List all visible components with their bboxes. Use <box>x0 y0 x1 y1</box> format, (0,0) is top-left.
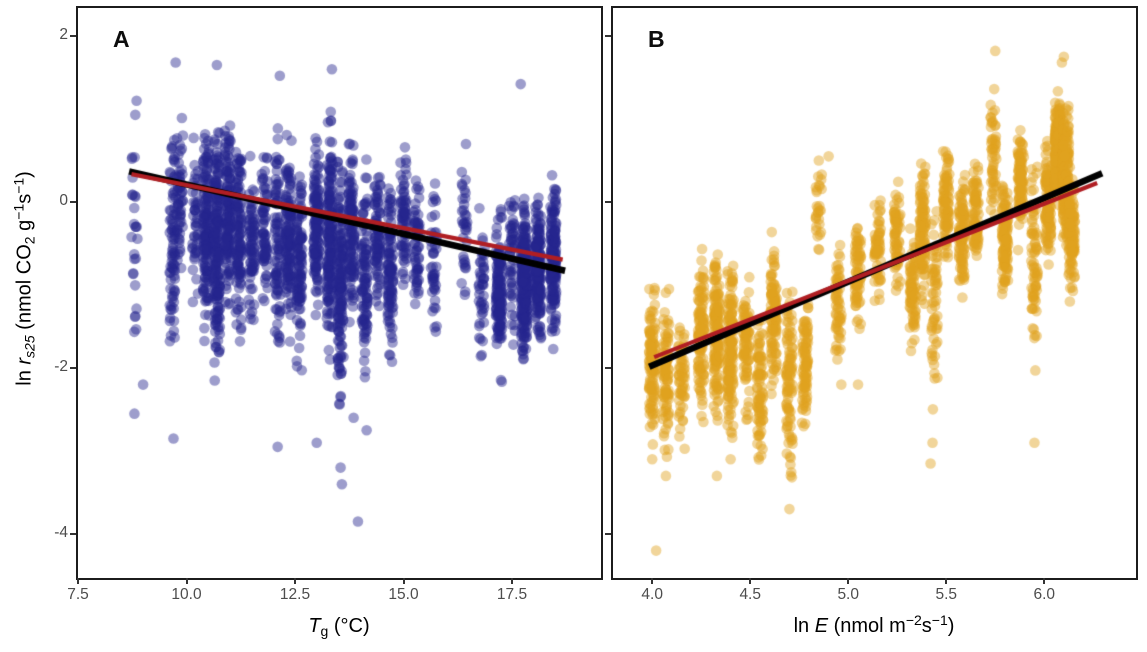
x-title-a-sub: g <box>320 622 329 639</box>
x-title-b-sup2: −1 <box>931 612 948 628</box>
x-axis-title-b: ln E (nmol m−2s−1) <box>794 612 955 639</box>
x-tick-label: 6.0 <box>1033 586 1056 603</box>
y-axis-title: ln rs25 (nmol CO2 g−1s−1) <box>11 0 38 558</box>
panel-b-label: B <box>648 26 665 52</box>
y-tick-label: -4 <box>54 524 68 541</box>
x-tick-label: 7.5 <box>67 586 89 603</box>
y-title-lead: ln <box>13 364 36 386</box>
x-axis-title-a: Tg (°C) <box>308 612 369 639</box>
y-title-sub2: 2 <box>21 236 38 245</box>
x-tick-label: 5.0 <box>837 586 859 603</box>
panel-a-plot-area <box>78 8 601 578</box>
y-tick-label: 0 <box>59 191 68 209</box>
x-title-b-mid: s <box>921 615 932 637</box>
x-title-b-sup1: −2 <box>905 612 922 628</box>
panel-a-label: A <box>113 26 130 52</box>
x-title-b-italic: E <box>814 615 829 637</box>
panel-b-plot-area <box>613 8 1136 578</box>
x-tick-label: 12.5 <box>279 586 311 603</box>
x-tick-label: 10.0 <box>171 586 202 603</box>
y-title-rest: (nmol CO <box>13 244 36 336</box>
y-title-close: ) <box>13 171 36 178</box>
y-title-sup2: −1 <box>10 177 27 194</box>
x-tick-label: 5.5 <box>935 586 958 603</box>
x-tick-label: 4.5 <box>739 586 761 603</box>
x-tick-label: 17.5 <box>496 586 528 603</box>
y-tick-label: 2 <box>59 25 68 43</box>
x-title-a-rest: (°C) <box>328 615 370 637</box>
x-tick-label: 15.0 <box>388 586 419 603</box>
x-title-b-rest: (nmol m <box>828 615 906 637</box>
x-title-a-italic: T <box>308 615 321 637</box>
y-title-mid: g <box>13 219 36 237</box>
y-title-sup1: −1 <box>10 203 27 220</box>
y-tick-label: -2 <box>54 357 68 375</box>
x-title-b-close: ) <box>947 615 955 637</box>
y-title-sub: s25 <box>21 335 38 358</box>
x-title-b-lead: ln <box>793 615 815 637</box>
x-tick-label: 4.0 <box>641 586 663 603</box>
y-title-mid2: s <box>13 193 36 204</box>
y-title-italic: r <box>13 357 36 365</box>
